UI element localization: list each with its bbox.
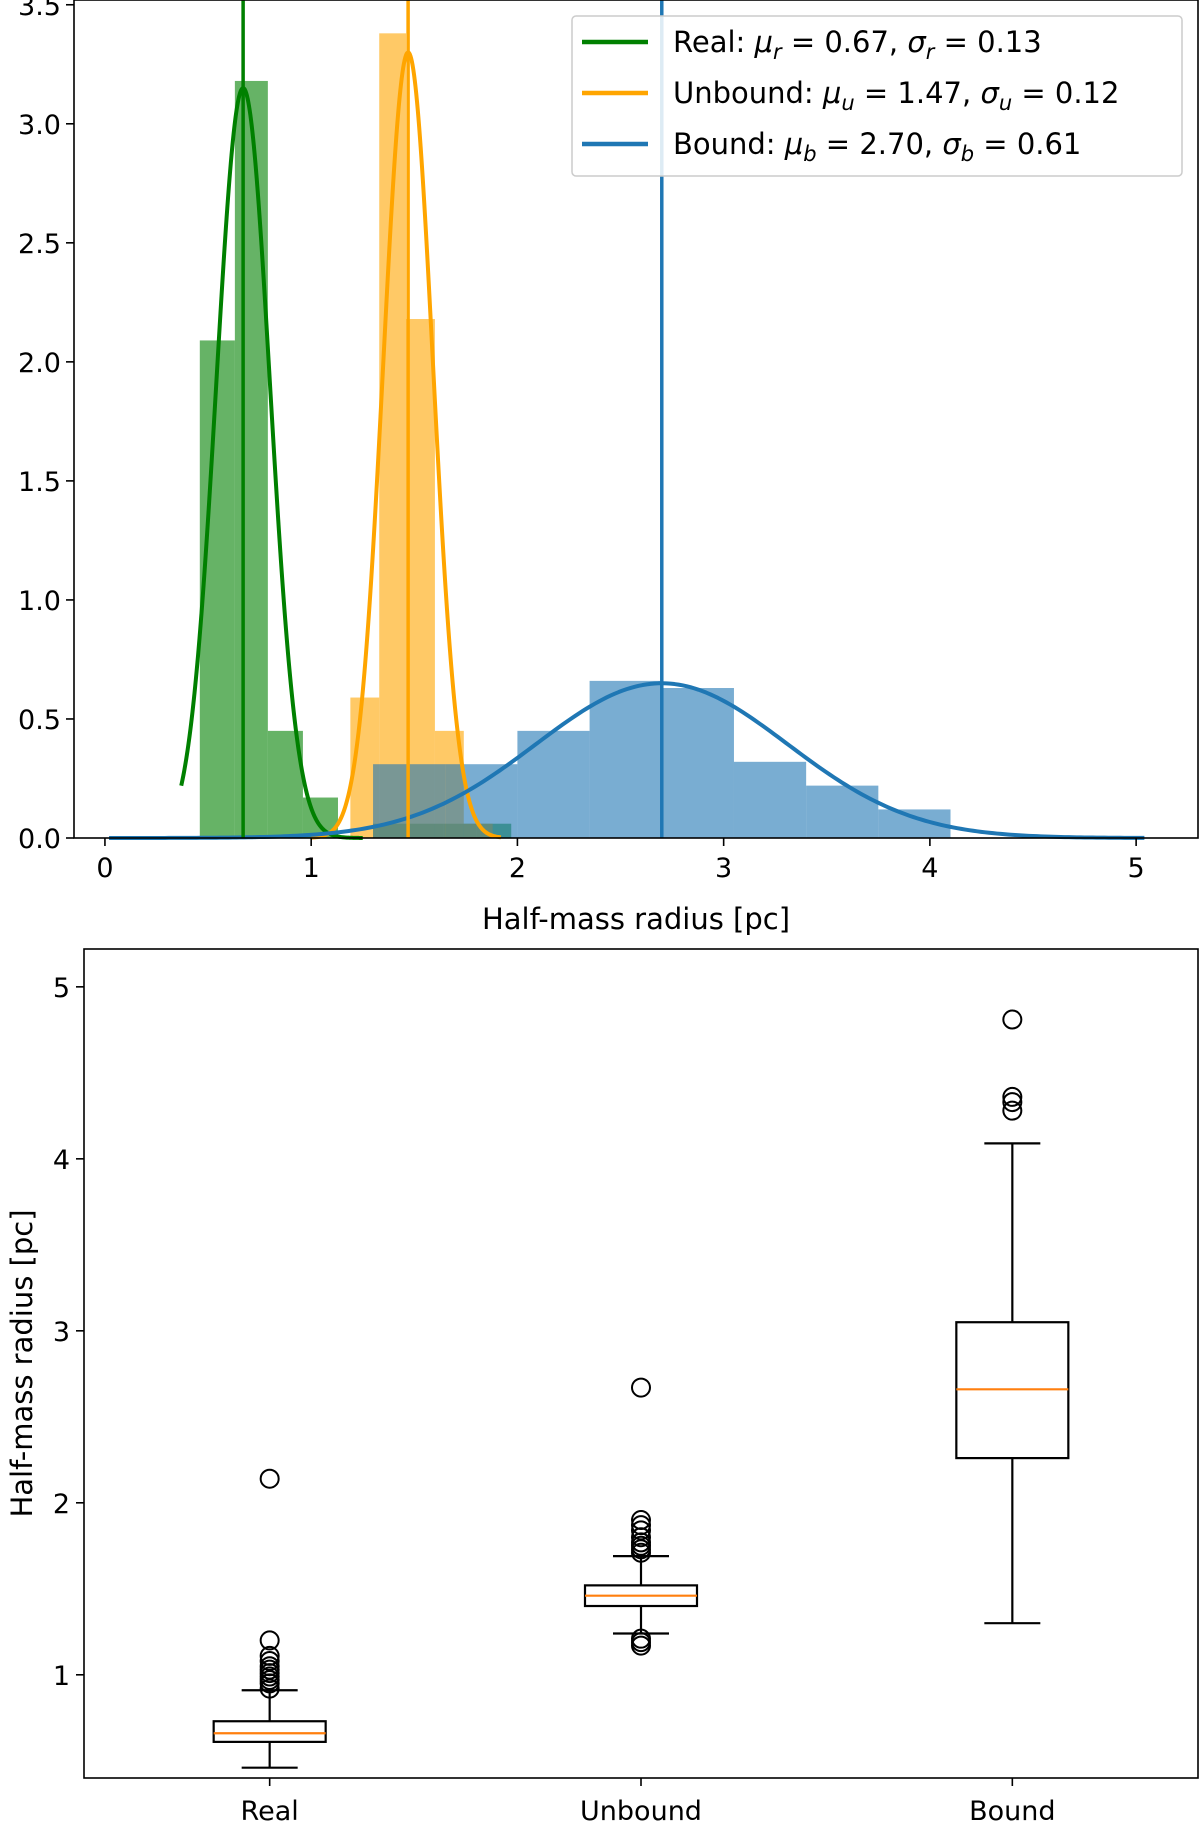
legend-label-unbound: Unbound: μu = 1.47, σu = 0.12 — [673, 76, 1119, 115]
boxplot-y-ticks: 1 2 3 4 5 — [53, 973, 84, 1692]
unbound-bar-2 — [379, 33, 407, 839]
histogram-panel: 0 1 2 3 4 5 0.0 0.5 1.0 1.5 2.0 2.5 3.0 3.5 Half-mas… — [18, 0, 1199, 936]
y-tick-label-5: 2.5 — [18, 229, 61, 260]
legend-text-part: = 0.67, — [782, 25, 908, 59]
bound-bar-3 — [517, 730, 590, 838]
legend-text-part: μ — [784, 127, 803, 161]
legend-text-part: = 0.61 — [974, 127, 1081, 161]
legend-label-real: Real: μr = 0.67, σr = 0.13 — [673, 25, 1042, 64]
legend-text-part: u — [841, 91, 854, 115]
bound-bar-5 — [661, 688, 734, 838]
real-bar-1 — [199, 340, 235, 838]
legend-text-part: = 2.70, — [817, 127, 943, 161]
unbound-outlier-3 — [631, 1628, 651, 1649]
unbound-outlier-12 — [631, 1377, 651, 1398]
x-tick-label-3: 3 — [715, 853, 732, 884]
y-tick-label-4: 2.0 — [18, 348, 61, 379]
box-unbound — [583, 1377, 699, 1656]
legend-text-part: b — [803, 142, 816, 166]
category-label-unbound: Unbound — [580, 1796, 702, 1827]
legend-text-part: = 0.13 — [934, 25, 1041, 59]
boxplot-boxes — [212, 1009, 1070, 1769]
real-iqr-box — [212, 1720, 327, 1743]
bound-outlier-3 — [1002, 1086, 1023, 1107]
real-bar-2 — [234, 80, 268, 839]
boxplot-y-tick-label-3: 3 — [53, 1317, 70, 1348]
x-tick-label-1: 1 — [303, 853, 320, 884]
bound-outlier-4 — [1002, 1009, 1023, 1030]
x-tick-label-4: 4 — [921, 853, 938, 884]
unbound-bar-3 — [406, 319, 435, 838]
unbound-outlier-9 — [631, 1520, 651, 1541]
legend-text-part: σ — [907, 25, 927, 59]
histogram-x-axis-label: Half-mass radius [pc] — [482, 902, 790, 936]
legend-text-part: σ — [942, 127, 962, 161]
category-label-real: Real — [241, 1796, 299, 1827]
histogram-x-ticks: 0 1 2 3 4 5 — [96, 838, 1145, 884]
x-tick-label-2: 2 — [509, 853, 526, 884]
legend-text-part: = 0.12 — [1012, 76, 1119, 110]
bound-bar-7 — [806, 785, 879, 838]
box-real — [212, 1468, 327, 1769]
boxplot-y-axis-label: Half-mass radius [pc] — [5, 1209, 39, 1517]
y-tick-label-2: 1.0 — [18, 586, 61, 617]
legend-text-part: u — [999, 91, 1012, 115]
y-tick-label-1: 0.5 — [18, 705, 61, 736]
legend-text-part: σ — [980, 76, 1000, 110]
real-outlier-11 — [259, 1468, 280, 1489]
bound-fit-curve — [109, 681, 1145, 840]
y-tick-label-3: 1.5 — [18, 467, 61, 498]
legend-text-part: r — [773, 40, 783, 64]
legend-text-part: Real: — [673, 25, 755, 59]
boxplot-y-tick-label-1: 1 — [53, 1661, 70, 1692]
real-outlier-10 — [259, 1630, 280, 1651]
real-outlier-9 — [259, 1645, 280, 1666]
real-outlier-7 — [259, 1656, 280, 1677]
bound-outlier-2 — [1002, 1092, 1023, 1113]
bound-bar-6 — [733, 761, 807, 838]
box-bound — [955, 1009, 1070, 1625]
bound-bar-4 — [589, 680, 662, 838]
category-label-bound: Bound — [969, 1796, 1055, 1827]
histogram-y-ticks: 0.0 0.5 1.0 1.5 2.0 2.5 3.0 3.5 — [18, 0, 74, 855]
real-outlier-8 — [259, 1651, 280, 1672]
boxplot-y-tick-label-2: 2 — [53, 1489, 70, 1520]
unbound-outlier-11 — [631, 1510, 651, 1531]
legend-text-part: Bound: — [673, 127, 785, 161]
legend-text-part: b — [961, 142, 974, 166]
gaussian-fit-curves — [109, 50, 1145, 840]
unbound-outlier-10 — [631, 1515, 651, 1536]
boxplot-y-tick-label-5: 5 — [53, 973, 70, 1004]
x-tick-label-0: 0 — [96, 853, 113, 884]
boxplot-y-tick-label-4: 4 — [53, 1145, 70, 1176]
real-fit-curve — [179, 86, 365, 840]
legend-frame — [571, 15, 1183, 177]
legend-text-part: Unbound: — [673, 76, 823, 110]
y-tick-label-6: 3.0 — [18, 110, 61, 141]
bound-outlier-1 — [1002, 1100, 1023, 1121]
x-tick-label-5: 5 — [1128, 853, 1145, 884]
legend-text-part: r — [926, 40, 936, 64]
unbound-fit-curve — [309, 50, 503, 840]
legend-label-bound: Bound: μb = 2.70, σb = 0.61 — [673, 127, 1081, 166]
y-tick-label-0: 0.0 — [18, 824, 61, 855]
legend-text-part: μ — [822, 76, 841, 110]
legend-text-part: = 1.47, — [855, 76, 981, 110]
y-tick-label-7: 3.5 — [18, 0, 61, 22]
legend-text-part: μ — [754, 25, 773, 59]
histogram-plot-frame — [73, 0, 1199, 839]
boxplot-x-ticks: Real Unbound Bound — [241, 1778, 1056, 1827]
boxplot-panel: Real Unbound Bound 1 2 3 4 5 Half-mass radius … — [5, 948, 1199, 1827]
